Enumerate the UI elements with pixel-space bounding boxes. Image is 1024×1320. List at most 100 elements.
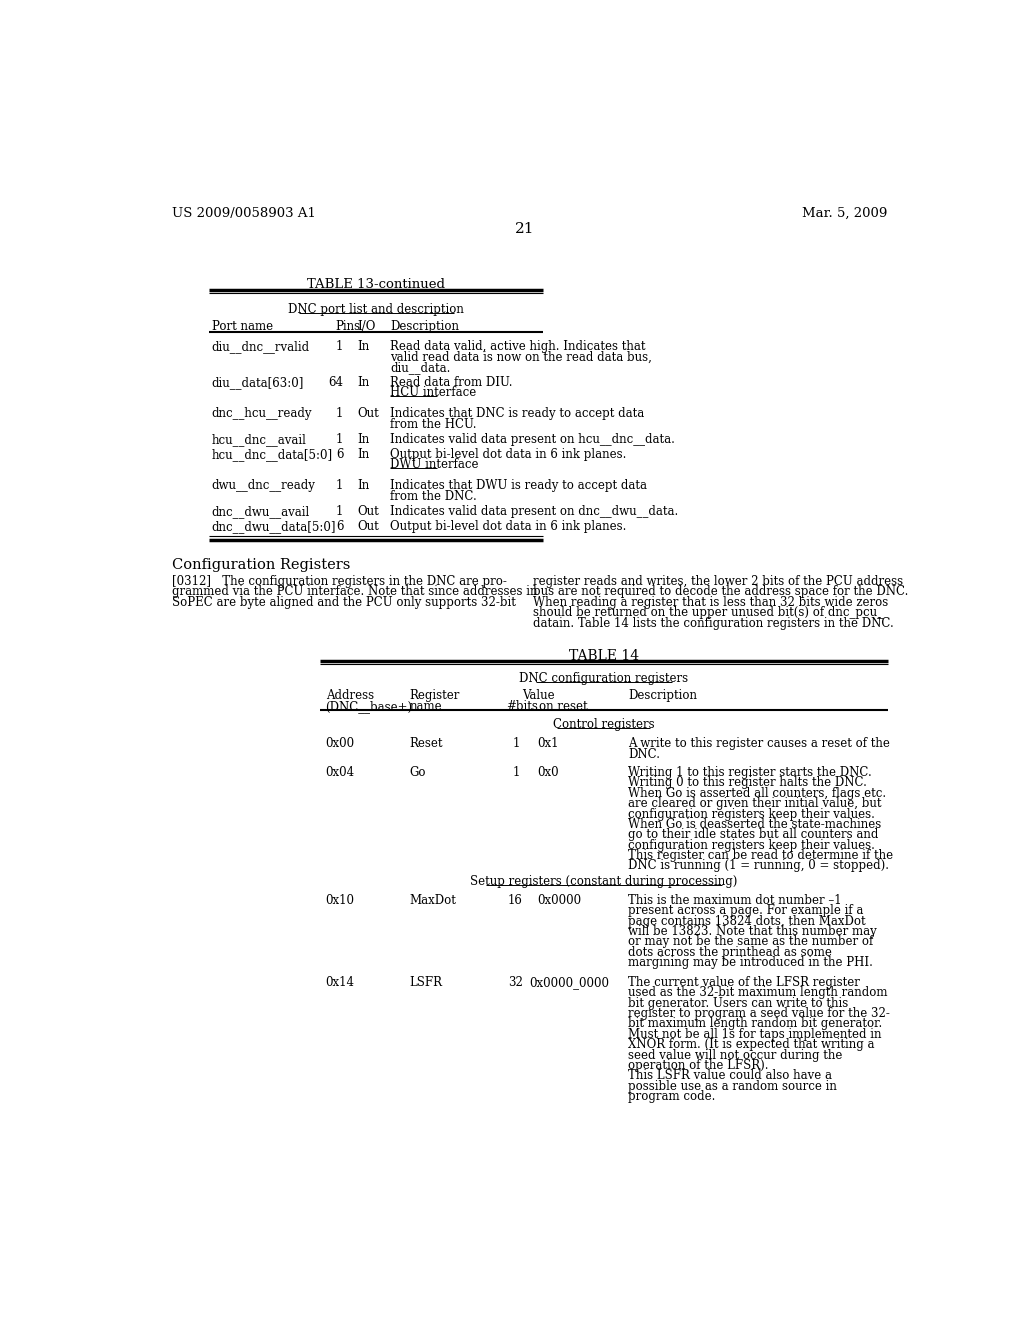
Text: 0x10: 0x10 — [326, 894, 354, 907]
Text: Writing 1 to this register starts the DNC.: Writing 1 to this register starts the DN… — [628, 766, 871, 779]
Text: from the DNC.: from the DNC. — [390, 490, 477, 503]
Text: page contains 13824 dots, then MaxDot: page contains 13824 dots, then MaxDot — [628, 915, 865, 928]
Text: Pins: Pins — [336, 321, 360, 333]
Text: 0x1: 0x1 — [538, 738, 559, 751]
Text: possible use as a random source in: possible use as a random source in — [628, 1080, 837, 1093]
Text: I/O: I/O — [357, 321, 376, 333]
Text: US 2009/0058903 A1: US 2009/0058903 A1 — [172, 207, 316, 220]
Text: Writing 0 to this register halts the DNC.: Writing 0 to this register halts the DNC… — [628, 776, 866, 789]
Text: Description: Description — [628, 689, 697, 702]
Text: diu__data[63:0]: diu__data[63:0] — [212, 376, 304, 389]
Text: will be 13823. Note that this number may: will be 13823. Note that this number may — [628, 925, 877, 939]
Text: bit generator. Users can write to this: bit generator. Users can write to this — [628, 997, 848, 1010]
Text: present across a page. For example if a: present across a page. For example if a — [628, 904, 863, 917]
Text: TABLE 13-continued: TABLE 13-continued — [307, 277, 445, 290]
Text: diu__dnc__rvalid: diu__dnc__rvalid — [212, 341, 310, 354]
Text: MaxDot: MaxDot — [410, 894, 457, 907]
Text: Indicates valid data present on dnc__dwu__data.: Indicates valid data present on dnc__dwu… — [390, 506, 678, 517]
Text: 1: 1 — [336, 506, 343, 517]
Text: Port name: Port name — [212, 321, 272, 333]
Text: dnc__dwu__data[5:0]: dnc__dwu__data[5:0] — [212, 520, 336, 533]
Text: operation of the LFSR).: operation of the LFSR). — [628, 1059, 768, 1072]
Text: dnc__hcu__ready: dnc__hcu__ready — [212, 408, 312, 421]
Text: 0x0000: 0x0000 — [538, 894, 582, 907]
Text: should be returned on the upper unused bit(s) of dnc_pcu_: should be returned on the upper unused b… — [534, 606, 884, 619]
Text: 1: 1 — [336, 408, 343, 421]
Text: go to their idle states but all counters and: go to their idle states but all counters… — [628, 829, 879, 841]
Text: DWU interface: DWU interface — [390, 458, 478, 471]
Text: 1: 1 — [512, 766, 520, 779]
Text: datain. Table 14 lists the configuration registers in the DNC.: datain. Table 14 lists the configuration… — [534, 616, 894, 630]
Text: HCU interface: HCU interface — [390, 387, 476, 400]
Text: from the HCU.: from the HCU. — [390, 418, 476, 430]
Text: When reading a register that is less than 32 bits wide zeros: When reading a register that is less tha… — [534, 595, 889, 609]
Text: Read data from DIU.: Read data from DIU. — [390, 376, 512, 389]
Text: name: name — [410, 700, 442, 713]
Text: Indicates that DWU is ready to accept data: Indicates that DWU is ready to accept da… — [390, 479, 647, 492]
Text: 1: 1 — [336, 479, 343, 492]
Text: This is the maximum dot number –1: This is the maximum dot number –1 — [628, 894, 842, 907]
Text: grammed via the PCU interface. Note that since addresses in: grammed via the PCU interface. Note that… — [172, 585, 538, 598]
Text: Register: Register — [410, 689, 460, 702]
Text: Out: Out — [357, 506, 379, 517]
Text: This LSFR value could also have a: This LSFR value could also have a — [628, 1069, 831, 1082]
Text: Reset: Reset — [410, 738, 442, 751]
Text: When Go is asserted all counters, flags etc.: When Go is asserted all counters, flags … — [628, 787, 886, 800]
Text: A write to this register causes a reset of the: A write to this register causes a reset … — [628, 738, 890, 751]
Text: XNOR form. (It is expected that writing a: XNOR form. (It is expected that writing … — [628, 1038, 874, 1051]
Text: DNC port list and description: DNC port list and description — [288, 304, 464, 317]
Text: Indicates valid data present on hcu__dnc__data.: Indicates valid data present on hcu__dnc… — [390, 433, 675, 446]
Text: Output bi-level dot data in 6 ink planes.: Output bi-level dot data in 6 ink planes… — [390, 447, 627, 461]
Text: [0312]   The configuration registers in the DNC are pro-: [0312] The configuration registers in th… — [172, 576, 507, 587]
Text: 6: 6 — [336, 447, 343, 461]
Text: Setup registers (constant during processing): Setup registers (constant during process… — [470, 875, 737, 887]
Text: In: In — [357, 376, 370, 389]
Text: configuration registers keep their values.: configuration registers keep their value… — [628, 838, 874, 851]
Text: Value: Value — [522, 689, 555, 702]
Text: DNC is running (1 = running, 0 = stopped).: DNC is running (1 = running, 0 = stopped… — [628, 859, 889, 873]
Text: dwu__dnc__ready: dwu__dnc__ready — [212, 479, 315, 492]
Text: hcu__dnc__avail: hcu__dnc__avail — [212, 433, 306, 446]
Text: Address: Address — [326, 689, 374, 702]
Text: #bits: #bits — [506, 700, 538, 713]
Text: 32: 32 — [508, 975, 522, 989]
Text: The current value of the LFSR register: The current value of the LFSR register — [628, 975, 860, 989]
Text: Must not be all 1s for taps implemented in: Must not be all 1s for taps implemented … — [628, 1028, 882, 1040]
Text: 0x00: 0x00 — [326, 738, 354, 751]
Text: This register can be read to determine if the: This register can be read to determine i… — [628, 849, 893, 862]
Text: Mar. 5, 2009: Mar. 5, 2009 — [802, 207, 888, 220]
Text: 1: 1 — [512, 738, 520, 751]
Text: 0x0: 0x0 — [538, 766, 559, 779]
Text: Description: Description — [390, 321, 459, 333]
Text: (DNC__base+): (DNC__base+) — [326, 700, 413, 713]
Text: valid read data is now on the read data bus,: valid read data is now on the read data … — [390, 351, 652, 363]
Text: DNC.: DNC. — [628, 748, 659, 760]
Text: Indicates that DNC is ready to accept data: Indicates that DNC is ready to accept da… — [390, 408, 644, 421]
Text: Go: Go — [410, 766, 426, 779]
Text: used as the 32-bit maximum length random: used as the 32-bit maximum length random — [628, 986, 888, 999]
Text: 1: 1 — [336, 433, 343, 446]
Text: LSFR: LSFR — [410, 975, 442, 989]
Text: Configuration Registers: Configuration Registers — [172, 558, 350, 572]
Text: 0x04: 0x04 — [326, 766, 354, 779]
Text: dnc__dwu__avail: dnc__dwu__avail — [212, 506, 310, 517]
Text: Out: Out — [357, 520, 379, 533]
Text: Out: Out — [357, 408, 379, 421]
Text: In: In — [357, 479, 370, 492]
Text: 6: 6 — [336, 520, 343, 533]
Text: bit maximum length random bit generator.: bit maximum length random bit generator. — [628, 1018, 882, 1031]
Text: In: In — [357, 433, 370, 446]
Text: 21: 21 — [515, 222, 535, 236]
Text: on reset: on reset — [539, 700, 588, 713]
Text: register reads and writes, the lower 2 bits of the PCU address: register reads and writes, the lower 2 b… — [534, 576, 903, 587]
Text: SoPEC are byte aligned and the PCU only supports 32-bit: SoPEC are byte aligned and the PCU only … — [172, 595, 516, 609]
Text: Output bi-level dot data in 6 ink planes.: Output bi-level dot data in 6 ink planes… — [390, 520, 627, 533]
Text: seed value will not occur during the: seed value will not occur during the — [628, 1048, 843, 1061]
Text: are cleared or given their initial value, but: are cleared or given their initial value… — [628, 797, 882, 810]
Text: 16: 16 — [508, 894, 522, 907]
Text: DNC configuration registers: DNC configuration registers — [519, 672, 688, 685]
Text: Control registers: Control registers — [553, 718, 654, 731]
Text: When Go is deasserted the state-machines: When Go is deasserted the state-machines — [628, 818, 881, 830]
Text: Read data valid, active high. Indicates that: Read data valid, active high. Indicates … — [390, 341, 645, 354]
Text: configuration registers keep their values.: configuration registers keep their value… — [628, 808, 874, 821]
